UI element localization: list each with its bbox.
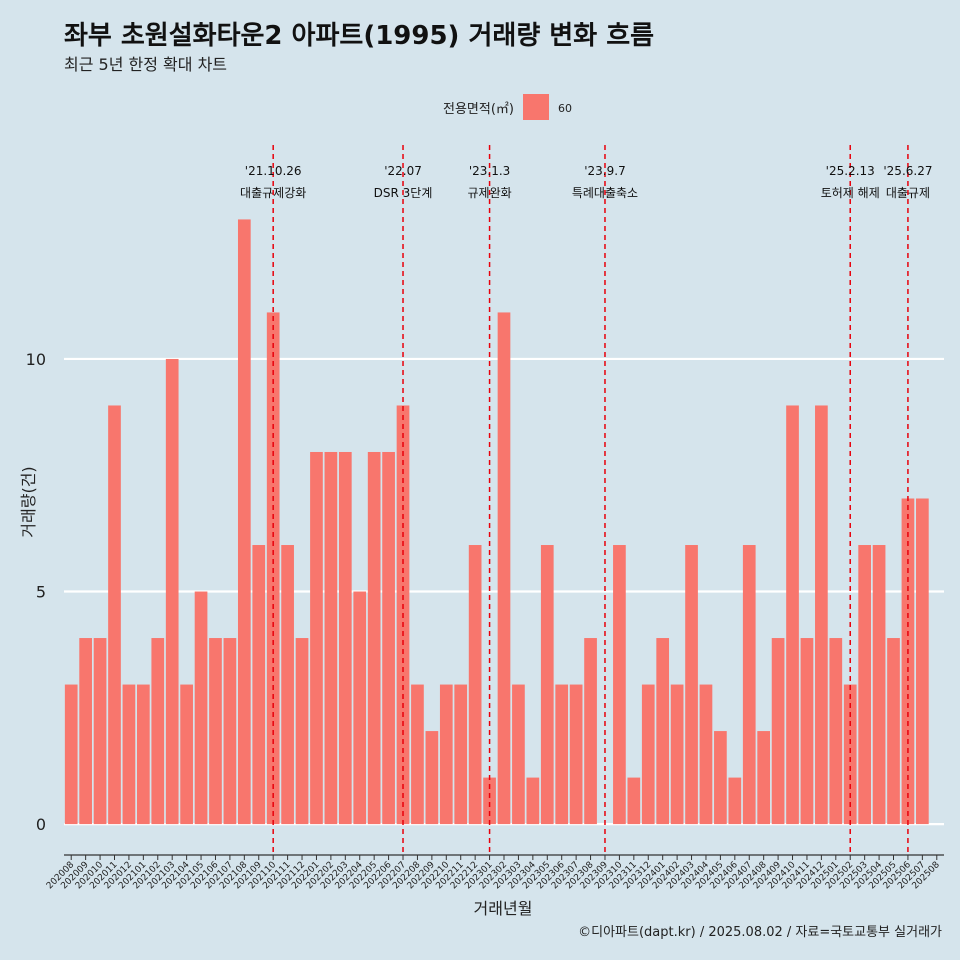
x-axis-title: 거래년월: [474, 899, 533, 918]
bar-202304: [526, 777, 540, 825]
bar-202401: [656, 638, 670, 825]
bar-202503: [858, 545, 872, 825]
bar-202312: [641, 684, 655, 825]
bar-202203: [338, 451, 352, 825]
bar-202310: [613, 545, 626, 825]
bar-202311: [627, 777, 641, 825]
legend: 전용면적(㎡) 60: [443, 94, 572, 120]
bar-202205: [367, 451, 381, 825]
bar-202209: [425, 731, 439, 825]
bar-202407: [742, 545, 756, 825]
bar-202404: [699, 684, 713, 825]
event-date: '25.6.27: [883, 164, 932, 178]
chart-subtitle: 최근 5년 한정 확대 차트: [64, 55, 227, 74]
bar-202504: [872, 545, 886, 825]
bar-202108: [237, 219, 251, 825]
bar-202202: [324, 451, 338, 825]
bar-202306: [555, 684, 569, 825]
event-label: DSR 3단계: [374, 186, 433, 200]
bar-202409: [771, 638, 785, 825]
bar-202212: [468, 545, 482, 825]
bar-202208: [411, 684, 424, 825]
bar-202402: [670, 684, 684, 825]
bar-202302: [497, 312, 511, 825]
bar-202107: [223, 638, 237, 825]
bar-202501: [829, 638, 843, 825]
bar-202201: [310, 451, 323, 825]
y-tick-label: 0: [36, 815, 46, 834]
legend-title: 전용면적(㎡): [443, 102, 514, 117]
bar-202408: [757, 731, 771, 825]
chart-caption: ©디아파트(dapt.kr) / 2025.08.02 / 자료=국토교통부 실…: [578, 925, 942, 940]
bar-202105: [194, 591, 208, 825]
bar-202305: [540, 545, 554, 825]
bar-202211: [454, 684, 468, 825]
bar-202303: [512, 684, 525, 825]
event-date: '22.07: [384, 164, 422, 178]
y-tick-label: 5: [36, 583, 46, 602]
event-label: 토허제 해제: [821, 186, 880, 200]
event-label: 대출규제: [886, 186, 930, 200]
event-label: 규제완화: [467, 186, 511, 200]
bar-202210: [439, 684, 453, 825]
event-date: '25.2.13: [826, 164, 875, 178]
bar-202009: [79, 638, 92, 825]
bar-202008: [64, 684, 78, 825]
bars: [64, 219, 929, 825]
bar-202012: [122, 684, 136, 825]
bar-202206: [382, 451, 395, 825]
bar-202104: [180, 684, 193, 825]
event-date: '23.9.7: [584, 164, 625, 178]
bar-202406: [728, 777, 742, 825]
y-tick-label: 10: [26, 350, 46, 369]
legend-swatch: [523, 94, 549, 120]
bar-202411: [800, 638, 814, 825]
bar-202111: [281, 545, 294, 825]
event-date: '21.10.26: [245, 164, 302, 178]
x-axis: 2020082020092020102020112020122021012021…: [45, 854, 944, 891]
bar-202103: [165, 358, 179, 825]
bar-202101: [136, 684, 150, 825]
bar-202307: [569, 684, 583, 825]
chart-title: 좌부 초원설화타운2 아파트(1995) 거래량 변화 흐름: [64, 21, 654, 51]
y-axis-title: 거래량(건): [19, 466, 38, 537]
event-lines: '21.10.26 대출규제강화 '22.07 DSR 3단계 '23.1.3 규제완화 '…: [240, 145, 932, 852]
bar-202109: [252, 545, 266, 825]
bar-202502: [843, 684, 857, 825]
legend-label: 60: [558, 102, 572, 115]
event-label: 특례대출축소: [572, 186, 638, 200]
bar-202410: [786, 405, 799, 825]
bar-202505: [887, 638, 900, 825]
bar-202308: [584, 638, 597, 825]
bar-202011: [108, 405, 121, 825]
bar-202507: [916, 498, 929, 825]
event-label: 대출규제강화: [240, 186, 306, 200]
bar-202204: [353, 591, 367, 825]
bar-202112: [295, 638, 309, 825]
bar-202102: [151, 638, 165, 825]
y-axis-ticks: 0 5 10: [26, 350, 46, 834]
bar-202403: [685, 545, 698, 825]
event-date: '23.1.3: [469, 164, 510, 178]
bar-202405: [714, 731, 727, 825]
bar-202106: [209, 638, 222, 825]
bar-202010: [93, 638, 107, 825]
bar-202301: [483, 777, 496, 825]
bar-202412: [815, 405, 828, 825]
